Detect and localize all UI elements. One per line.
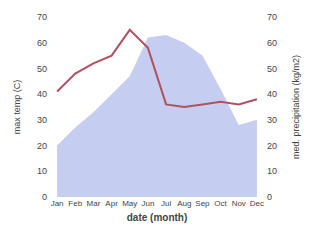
svg-text:Mar: Mar — [87, 199, 101, 208]
svg-text:0: 0 — [42, 192, 47, 202]
svg-text:May: May — [122, 199, 137, 208]
svg-text:Nov: Nov — [232, 199, 246, 208]
svg-text:30: 30 — [37, 115, 47, 125]
svg-text:10: 10 — [267, 166, 277, 176]
svg-text:Jun: Jun — [141, 199, 154, 208]
svg-text:Dec: Dec — [250, 199, 264, 208]
svg-text:60: 60 — [37, 38, 47, 48]
svg-text:40: 40 — [267, 89, 277, 99]
svg-text:Feb: Feb — [68, 199, 82, 208]
svg-text:Sep: Sep — [195, 199, 210, 208]
svg-text:Apr: Apr — [105, 199, 118, 208]
svg-text:date (month): date (month) — [127, 212, 188, 223]
svg-text:70: 70 — [37, 12, 47, 22]
svg-text:Jan: Jan — [51, 199, 64, 208]
svg-text:Aug: Aug — [177, 199, 191, 208]
svg-text:60: 60 — [267, 38, 277, 48]
svg-text:70: 70 — [267, 12, 277, 22]
svg-text:50: 50 — [267, 64, 277, 74]
svg-text:max temp (C): max temp (C) — [12, 80, 22, 135]
svg-text:20: 20 — [37, 141, 47, 151]
svg-text:0: 0 — [267, 192, 272, 202]
svg-text:Jul: Jul — [161, 199, 171, 208]
svg-text:20: 20 — [267, 141, 277, 151]
svg-text:med. precipitation (kg/m2): med. precipitation (kg/m2) — [291, 55, 301, 159]
svg-text:Oct: Oct — [214, 199, 227, 208]
svg-text:50: 50 — [37, 64, 47, 74]
svg-text:40: 40 — [37, 89, 47, 99]
svg-text:30: 30 — [267, 115, 277, 125]
svg-text:10: 10 — [37, 166, 47, 176]
